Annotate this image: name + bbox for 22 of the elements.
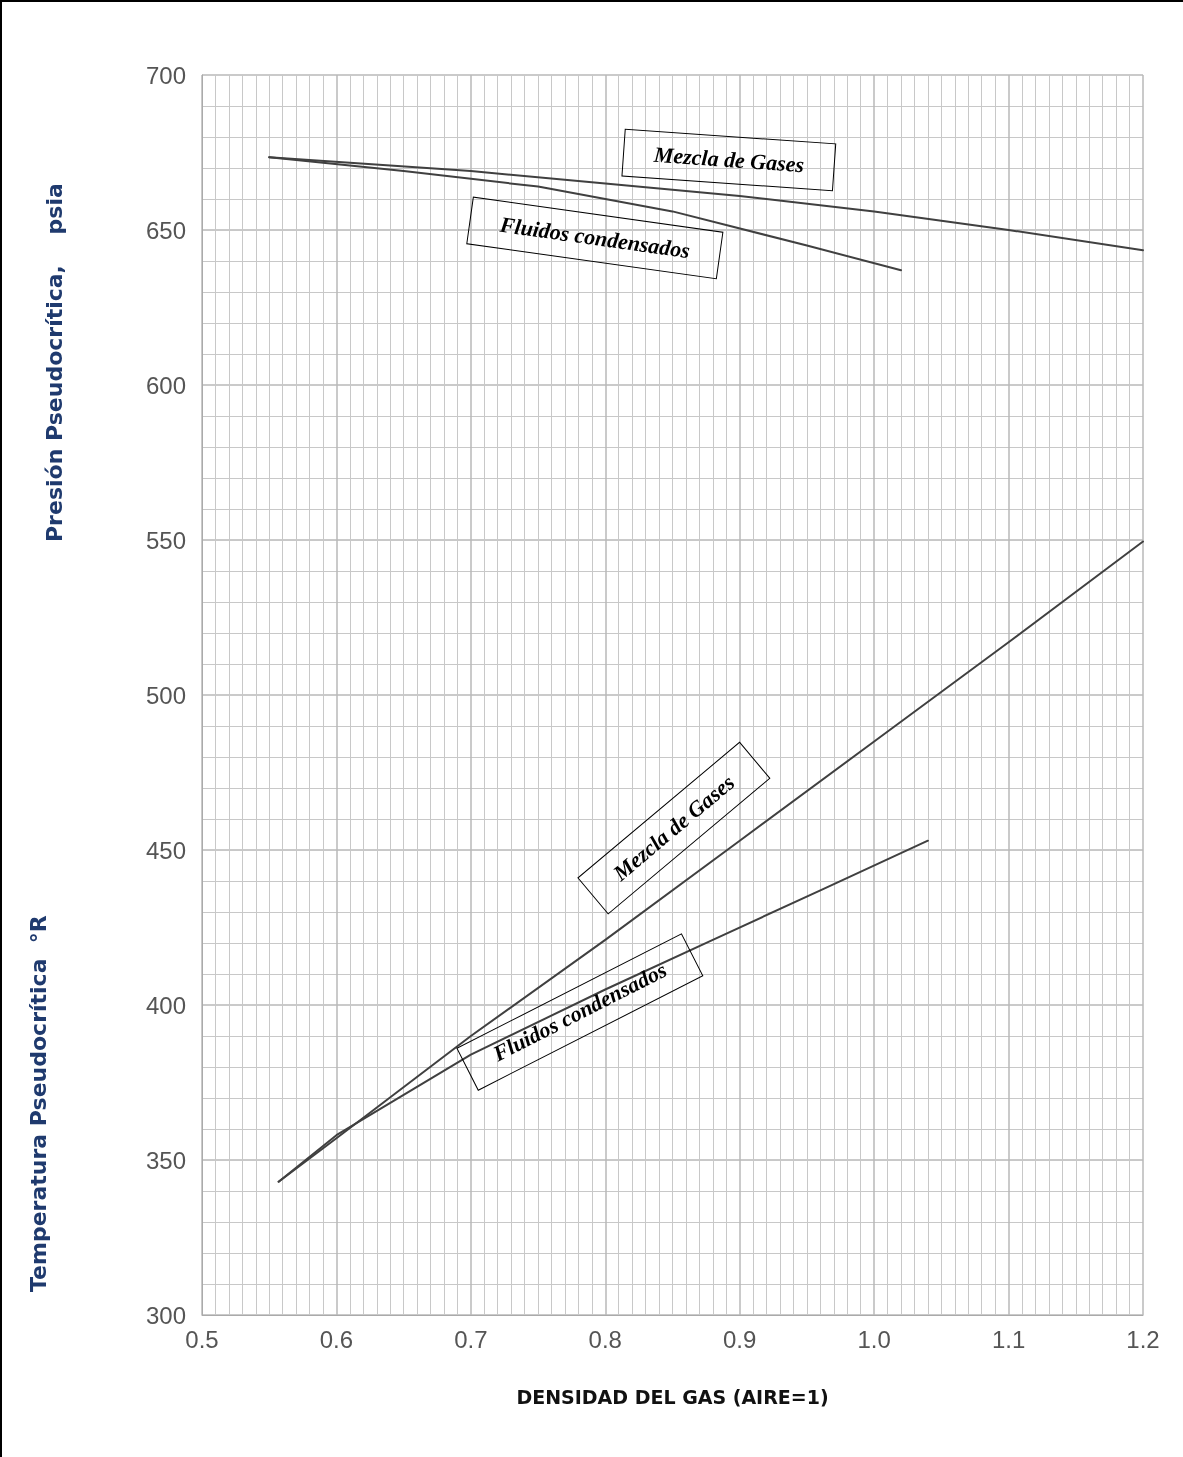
y-tick-label: 300	[145, 1301, 186, 1329]
x-tick-label: 0.8	[588, 1325, 622, 1353]
x-tick-label: 1.0	[857, 1325, 891, 1353]
x-tick-label: 0.9	[723, 1325, 757, 1353]
text: Temperatura Pseudocrítica °R	[25, 915, 51, 1292]
x-tick-label: 0.5	[185, 1325, 219, 1353]
annotation: Mezcla de Gases	[621, 128, 837, 192]
y-tick-label: 650	[145, 216, 186, 244]
y-axis-title: Presión Pseudocrítica, psia	[41, 183, 67, 542]
annotation: Fluidos condensados	[466, 196, 724, 280]
x-tick-label: 1.2	[1126, 1325, 1160, 1353]
y-tick-label: 600	[145, 371, 186, 399]
y-tick-label: 450	[145, 836, 186, 864]
x-tick-label: 0.7	[454, 1325, 488, 1353]
y-tick-label: 500	[145, 681, 186, 709]
x-axis-title: DENSIDAD DEL GAS (AIRE=1)	[516, 1385, 829, 1408]
x-tick-label: 0.6	[319, 1325, 354, 1353]
x-tick-label: 1.1	[991, 1325, 1026, 1353]
y-tick-label: 700	[145, 61, 186, 89]
y-tick-label: 350	[145, 1146, 186, 1174]
y-tick-label: 400	[145, 991, 186, 1019]
y-tick-label: 550	[145, 526, 186, 554]
